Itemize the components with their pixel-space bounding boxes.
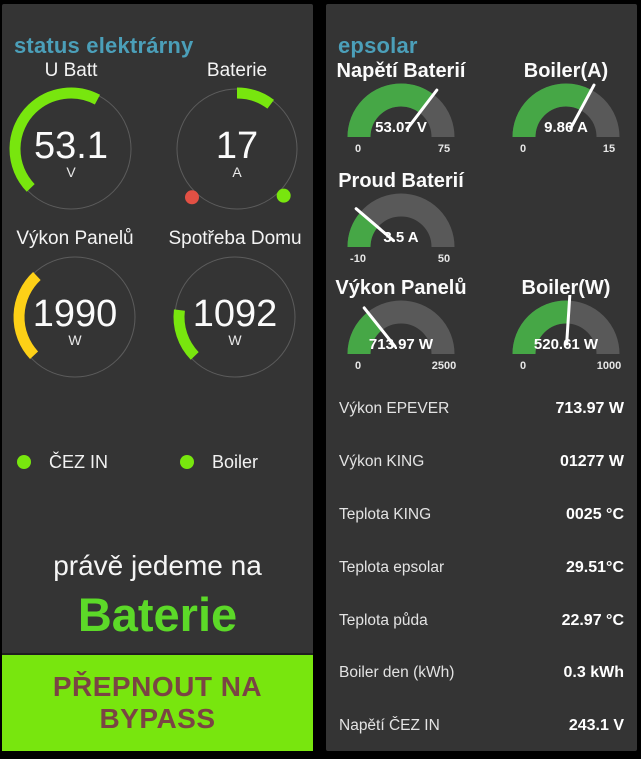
epsolar-gauge-title: Boiler(W) bbox=[521, 277, 611, 299]
left-gauge-title: Spotřeba Domu bbox=[168, 228, 302, 249]
sensor-row[interactable]: Výkon KING 01277 W bbox=[339, 436, 624, 489]
epsolar-gauge-title: Napětí Baterií bbox=[336, 60, 466, 82]
sensor-row-value: 0.3 kWh bbox=[563, 664, 624, 682]
sensor-row[interactable]: Boiler den (kWh) 0.3 kWh bbox=[339, 647, 624, 700]
sensor-rows: Výkon EPEVER 713.97 W Výkon KING 01277 W Tep… bbox=[339, 383, 624, 753]
svg-text:9.86 A: 9.86 A bbox=[544, 119, 588, 136]
svg-text:1092: 1092 bbox=[193, 293, 278, 335]
sensor-row-value: 01277 W bbox=[559, 453, 624, 471]
gauge-výkon-panelů[interactable]: 713.97 W 0 2500 bbox=[337, 295, 465, 373]
epsolar-card: epsolar Napětí Baterií 53.07 V 0 75 Boiler(A… bbox=[326, 4, 637, 751]
sensor-row-value: 0025 °C bbox=[566, 505, 624, 523]
indicator-label: Boiler bbox=[212, 451, 259, 472]
svg-text:50: 50 bbox=[438, 253, 450, 265]
sensor-row-label: Teplota KING bbox=[339, 505, 432, 523]
gauge-napětí-baterií[interactable]: 53.07 V 0 75 bbox=[337, 78, 465, 156]
status-card-title: status elektrárny bbox=[14, 32, 194, 58]
sensor-row-value: 29.51°C bbox=[566, 558, 624, 576]
sensor-row-label: Teplota epsolar bbox=[339, 558, 445, 576]
gauge-u-batt[interactable]: 53.1V bbox=[0, 74, 146, 224]
svg-text:0: 0 bbox=[355, 143, 361, 155]
sensor-row-label: Napětí ČEZ IN bbox=[339, 717, 440, 735]
bypass-button[interactable]: PŘEPNOUT NA BYPASS bbox=[2, 653, 313, 751]
gauge-boiler-w-[interactable]: 520.61 W 0 1000 bbox=[502, 295, 630, 373]
svg-text:15: 15 bbox=[603, 143, 615, 155]
epsolar-gauge-title: Boiler(A) bbox=[523, 60, 609, 82]
status-value-text: Baterie bbox=[77, 588, 238, 641]
sensor-row-value: 243.1 V bbox=[568, 717, 624, 735]
indicator-cez-in[interactable]: ČEZ IN bbox=[17, 450, 108, 474]
svg-text:2500: 2500 bbox=[432, 360, 456, 372]
svg-text:713.97 W: 713.97 W bbox=[369, 336, 434, 353]
status-prefix-text: právě jedeme na bbox=[53, 550, 262, 581]
svg-text:3.5 A: 3.5 A bbox=[383, 229, 418, 246]
sensor-row-label: Výkon EPEVER bbox=[339, 400, 450, 418]
svg-text:W: W bbox=[68, 332, 82, 348]
epsolar-gauge-title: Výkon Panelů bbox=[335, 277, 467, 299]
status-card: status elektrárny U Batt 53.1 V Baterie 17 A V… bbox=[2, 4, 313, 751]
svg-text:1990: 1990 bbox=[33, 293, 118, 335]
svg-text:A: A bbox=[232, 164, 242, 180]
sensor-row[interactable]: Výkon EPEVER 713.97 W bbox=[339, 383, 624, 436]
indicator-boiler[interactable]: Boiler bbox=[180, 450, 258, 474]
left-gauge-title: Baterie bbox=[206, 60, 268, 81]
svg-text:0: 0 bbox=[520, 360, 526, 372]
svg-text:0: 0 bbox=[520, 143, 526, 155]
svg-text:75: 75 bbox=[438, 143, 450, 155]
sensor-row[interactable]: Teplota KING 0025 °C bbox=[339, 489, 624, 542]
svg-text:V: V bbox=[66, 164, 76, 180]
sensor-row[interactable]: Napětí ČEZ IN 243.1 V bbox=[339, 700, 624, 753]
svg-text:53.07 V: 53.07 V bbox=[375, 119, 427, 136]
sensor-row-label: Výkon KING bbox=[339, 453, 425, 471]
boiler-status-dot-icon bbox=[180, 455, 194, 469]
gauge-baterie[interactable]: 17A bbox=[162, 74, 312, 224]
cez-in-status-dot-icon bbox=[17, 455, 31, 469]
gauge-proud-baterií[interactable]: 3.5 A -10 50 bbox=[337, 188, 465, 266]
sensor-row-label: Boiler den (kWh) bbox=[339, 664, 455, 682]
svg-text:1000: 1000 bbox=[597, 360, 621, 372]
svg-text:0: 0 bbox=[355, 360, 361, 372]
epsolar-gauge-title: Proud Baterií bbox=[338, 170, 464, 192]
epsolar-card-title: epsolar bbox=[338, 32, 418, 58]
svg-text:W: W bbox=[228, 332, 242, 348]
svg-text:-10: -10 bbox=[350, 253, 366, 265]
sensor-row[interactable]: Teplota půda 22.97 °C bbox=[339, 594, 624, 647]
gauge-boiler-a-[interactable]: 9.86 A 0 15 bbox=[502, 78, 630, 156]
svg-text:17: 17 bbox=[216, 125, 258, 167]
left-gauge-title: U Batt bbox=[44, 60, 98, 81]
svg-text:520.61 W: 520.61 W bbox=[534, 336, 599, 353]
sensor-row-value: 22.97 °C bbox=[561, 611, 624, 629]
sensor-row[interactable]: Teplota epsolar 29.51°C bbox=[339, 541, 624, 594]
left-gauge-title: Výkon Panelů bbox=[16, 228, 134, 249]
sensor-row-label: Teplota půda bbox=[339, 611, 428, 629]
sensor-row-value: 713.97 W bbox=[555, 400, 624, 418]
indicator-label: ČEZ IN bbox=[49, 451, 109, 472]
svg-text:53.1: 53.1 bbox=[34, 125, 108, 167]
